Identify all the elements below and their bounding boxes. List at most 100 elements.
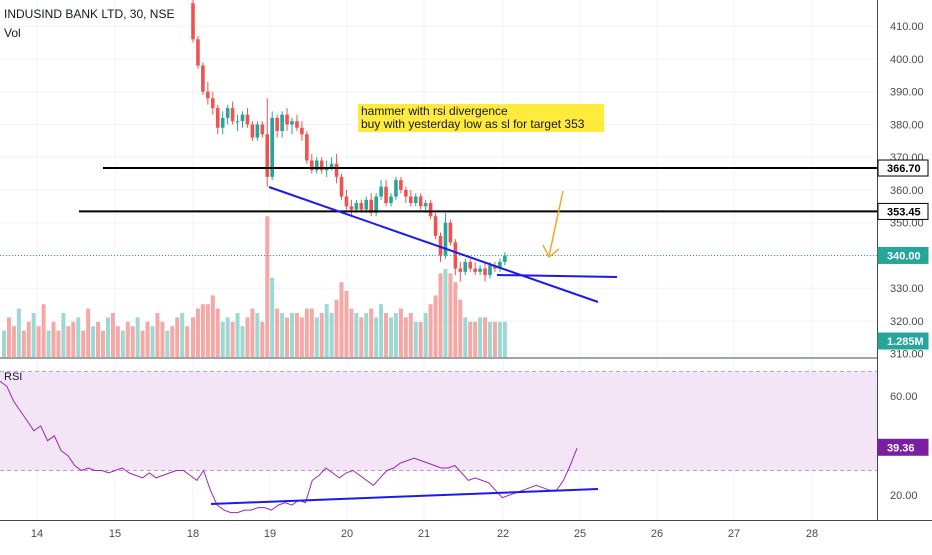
volume-bar <box>408 313 413 357</box>
candle-body <box>473 268 477 272</box>
volume-bar <box>155 313 160 357</box>
candle-body <box>275 117 279 132</box>
candle-body <box>245 114 250 125</box>
candle-body <box>478 268 482 272</box>
candle-body <box>483 268 487 276</box>
volume-bar <box>497 321 502 357</box>
volume-bar <box>2 330 6 357</box>
volume-bar <box>448 273 453 357</box>
volume-tag: 1.285M <box>887 336 924 348</box>
volume-bar <box>120 330 125 357</box>
candle-body <box>314 160 319 171</box>
annotation-note[interactable]: hammer with rsi divergence buy with yest… <box>358 104 604 132</box>
price-tick-label: 390.00 <box>890 87 924 99</box>
volume-bar <box>36 326 41 357</box>
annotation-line-2: buy with yesterday low as sl for target … <box>361 117 585 131</box>
symbol-title[interactable]: INDUSIND BANK LTD, 30, NSE <box>4 7 175 21</box>
price-tick-label: 310.00 <box>890 349 924 361</box>
rsi-legend[interactable]: RSI <box>4 371 23 383</box>
volume-bar <box>6 317 11 357</box>
candle-body <box>354 203 359 210</box>
candle-body <box>359 203 364 210</box>
volume-bar <box>41 304 46 357</box>
volume-bar <box>170 326 175 357</box>
volume-bar <box>275 308 280 357</box>
candle-body <box>329 163 334 168</box>
rsi-value-tag: 39.36 <box>887 442 915 454</box>
candle-body <box>235 121 240 123</box>
rsi-line <box>0 380 578 514</box>
candle-body <box>225 108 230 118</box>
candle-body <box>448 222 453 243</box>
candle-body <box>404 189 408 197</box>
volume-bar <box>463 317 468 357</box>
volume-bar <box>105 317 110 357</box>
candle-body <box>488 265 492 276</box>
candle-body <box>344 196 349 207</box>
volume-bar <box>280 313 285 357</box>
volume-bar <box>364 313 369 357</box>
volume-bar <box>250 308 255 357</box>
rsi-overbought-oversold-band <box>0 371 877 471</box>
candle-body <box>270 117 274 177</box>
candle-body <box>438 235 443 256</box>
candle-body <box>196 39 200 66</box>
candle-body <box>468 262 472 269</box>
candle-body <box>384 186 388 204</box>
volume-bar <box>309 308 314 357</box>
candle-body <box>220 117 225 128</box>
volume-bar <box>220 321 225 357</box>
volume-bar <box>369 308 374 357</box>
volume-bar <box>339 282 344 357</box>
volume-bar <box>260 321 265 357</box>
volume-bar <box>191 317 195 357</box>
candle-body <box>413 196 418 204</box>
level-tag-366-bg <box>877 159 929 177</box>
candle-body <box>300 127 304 135</box>
level-tag-353: 353.45 <box>887 206 921 218</box>
volume-bar <box>135 317 140 357</box>
volume-bar <box>76 317 81 357</box>
candle-body <box>428 203 433 217</box>
volume-bar <box>270 277 275 357</box>
volume-bar <box>195 308 200 357</box>
volume-bar <box>150 326 155 357</box>
volume-bar <box>393 313 398 357</box>
support-line <box>496 274 618 278</box>
candle-body <box>334 163 339 177</box>
time-tick-label: 18 <box>187 528 199 540</box>
time-tick-label: 27 <box>728 528 740 540</box>
volume-bar <box>349 308 354 357</box>
volume-bar <box>483 317 488 357</box>
candle-body <box>463 262 468 272</box>
volume-bar <box>230 321 235 357</box>
volume-bar <box>11 326 16 357</box>
volume-bar <box>389 317 393 357</box>
volume-bar <box>384 313 389 357</box>
time-tick-label: 14 <box>31 528 43 540</box>
volume-bar <box>165 330 170 357</box>
volume-bar <box>458 299 463 357</box>
volume-bar <box>473 321 478 357</box>
time-tick-label: 28 <box>806 528 818 540</box>
volume-bar <box>398 308 403 357</box>
volume-tag-bg <box>877 332 929 350</box>
volume-bar <box>200 304 205 357</box>
time-tick-label: 21 <box>418 528 430 540</box>
volume-bar <box>488 321 492 357</box>
time-tick-label: 19 <box>264 528 276 540</box>
volume-legend[interactable]: Vol <box>4 26 21 40</box>
candle-body <box>389 196 393 204</box>
candle-body <box>230 108 235 122</box>
volume-bar <box>290 313 294 357</box>
volume-bar <box>145 321 150 357</box>
volume-bar <box>433 295 438 357</box>
volume-bar <box>180 313 185 357</box>
candle-body <box>240 114 245 122</box>
rsi-tick-label: 60.00 <box>890 391 918 403</box>
volume-bar <box>492 321 497 357</box>
volume-bar <box>96 321 101 357</box>
last-price-tag: 340.00 <box>887 250 921 262</box>
